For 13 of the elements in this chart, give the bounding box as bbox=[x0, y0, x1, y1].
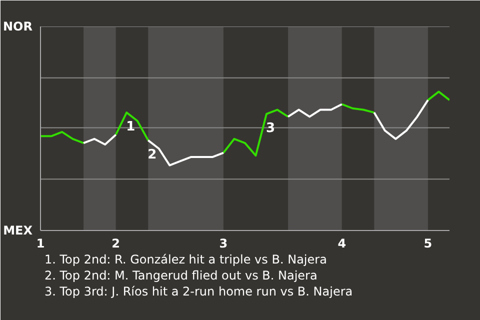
text: MEX bbox=[3, 224, 34, 238]
x-tick-label: 2 bbox=[112, 236, 120, 250]
annotation: 2 bbox=[148, 147, 157, 162]
text: NOR bbox=[3, 20, 32, 34]
annotation: 1 bbox=[126, 120, 136, 135]
text: 1. Top 2nd: R. González hit a triple vs B. Najera bbox=[44, 252, 327, 266]
text: 2. Top 2nd: M. Tangerud flied out vs B. Najera bbox=[44, 268, 318, 282]
x-tick-label: 5 bbox=[424, 236, 432, 250]
x-tick-label: 4 bbox=[338, 236, 346, 250]
x-tick-label: 3 bbox=[219, 236, 228, 250]
x-tick-label: 1 bbox=[36, 236, 45, 250]
annotation: 3 bbox=[266, 120, 276, 136]
text: 3. Top 3rd: J. Ríos hit a 2-run home run vs B. Najera bbox=[44, 284, 353, 298]
